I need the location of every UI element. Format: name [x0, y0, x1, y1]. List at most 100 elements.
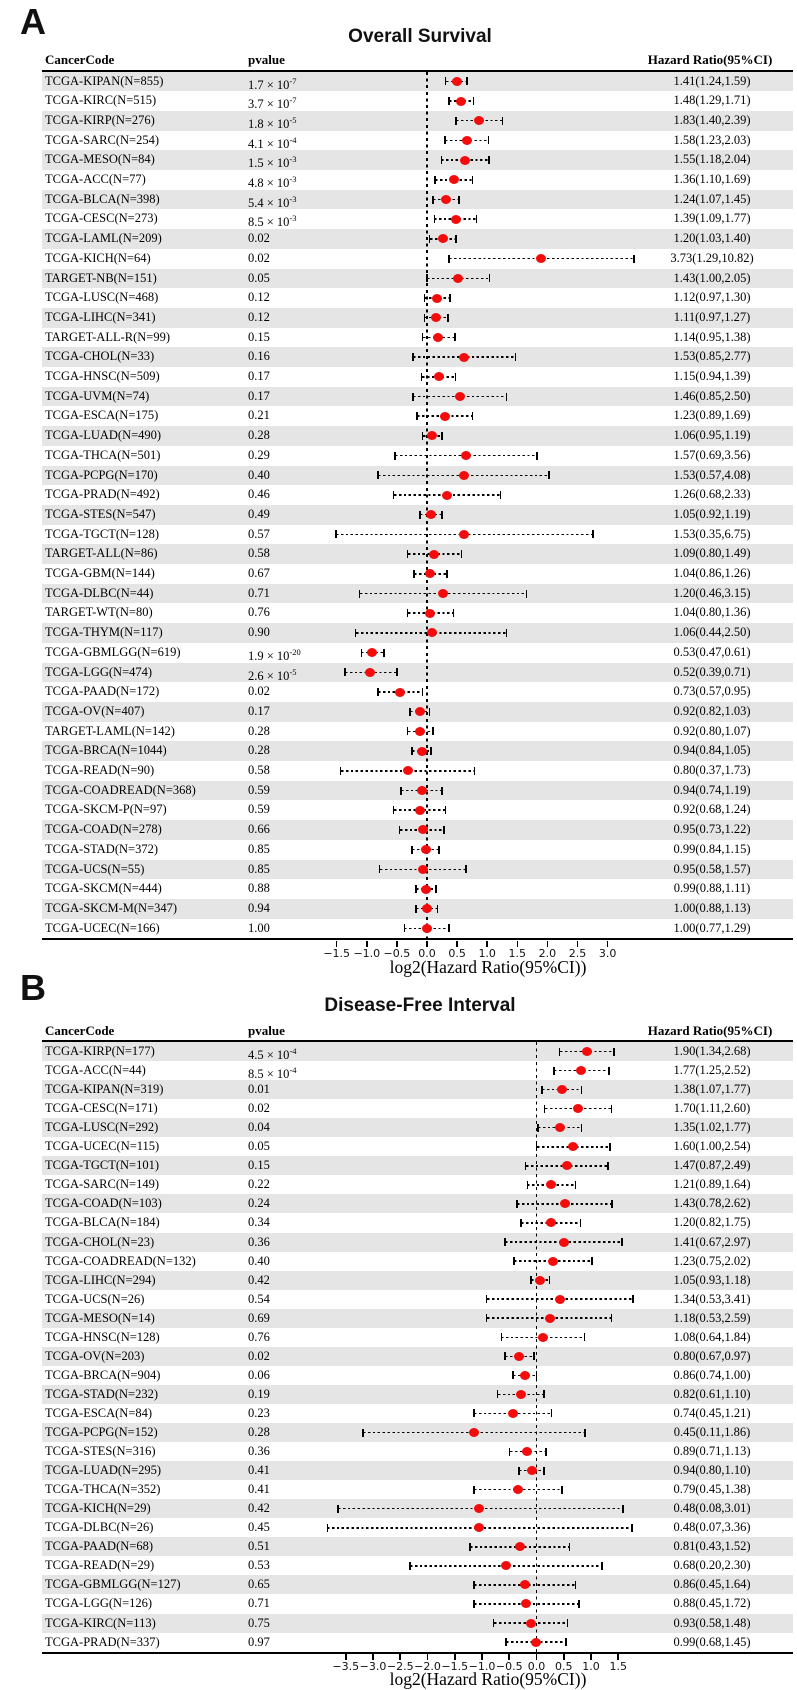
table-row: TCGA-READ(N=90) 0.58 0.80(0.37,1.73) [42, 761, 793, 781]
hazard-ratio-dot [427, 431, 438, 441]
hr-ci-text: 0.94(0.80,1.10) [673, 1463, 751, 1478]
cancer-code: TCGA-HNSC(N=509) [45, 369, 160, 383]
hr-ci-text: 1.23(0.75,2.02) [673, 1253, 751, 1268]
axis-tick [426, 940, 428, 947]
ci-upper-cap [608, 1066, 610, 1075]
axis-tick-label: 1.5 [508, 946, 527, 960]
axis-tick-label: −2.0 [414, 1659, 441, 1673]
ci-lower-cap [524, 1161, 527, 1170]
cancer-code: TCGA-SKCM-P(N=97) [45, 802, 167, 817]
ci-upper-cap [488, 156, 490, 165]
cancer-code: TCGA-LAML(N=209) [45, 231, 162, 246]
ci-lower-cap [406, 609, 409, 618]
table-row: TCGA-LUAD(N=490) 0.28 1.06(0.95,1.19) [42, 426, 793, 446]
ci-lower-cap [377, 471, 379, 480]
ci-upper-cap [568, 1542, 571, 1551]
axis-tick [366, 940, 368, 947]
cancer-code: TCGA-BRCA(N=904) [45, 1367, 161, 1382]
cancer-code: TCGA-COADREAD(N=368) [45, 782, 196, 797]
hazard-ratio-dot [460, 155, 471, 165]
pvalue: 0.90 [248, 625, 270, 640]
hazard-ratio-dot [365, 667, 376, 677]
table-row: TCGA-OV(N=407) 0.17 0.92(0.82,1.03) [42, 701, 793, 722]
ci-lower-cap [418, 510, 421, 519]
hazard-ratio-dot [425, 569, 436, 579]
table-row: TCGA-GBMLGG(N=619) 1.9 × 10-20 0.53(0.47,0… [42, 642, 793, 663]
hazard-ratio-dot [425, 608, 436, 618]
table-row: TCGA-CESC(N=273) 8.5 × 10-3 1.39(1.09,1.77… [42, 209, 793, 230]
cancer-code: TCGA-UCS(N=26) [45, 1291, 145, 1306]
ci-upper-cap [396, 668, 399, 677]
ci-lower-cap [472, 1599, 475, 1608]
ci-lower-cap [326, 1523, 329, 1532]
table-row: TCGA-LIHC(N=341) 0.12 1.11(0.97,1.27) [42, 307, 793, 328]
ci-upper-cap [421, 688, 424, 697]
hazard-ratio-dot [431, 293, 442, 303]
hr-ci-text: 1.12(0.97,1.30) [673, 290, 751, 305]
table-row: TCGA-PCPG(N=170) 0.40 1.53(0.57,4.08) [42, 465, 793, 486]
table-row: TCGA-STES(N=316) 0.36 0.89(0.71,1.13) [42, 1442, 793, 1462]
cancer-code: TCGA-LIHC(N=341) [45, 309, 156, 324]
axis-tick [508, 1654, 511, 1660]
ci-upper-cap [579, 1218, 582, 1227]
table-row: TCGA-TGCT(N=101) 0.15 1.47(0.87,2.49) [42, 1156, 793, 1176]
ci-lower-cap [415, 885, 417, 894]
hazard-ratio-dot [427, 628, 438, 638]
table-row: TCGA-KICH(N=64) 0.02 3.73(1.29,10.82) [42, 248, 793, 269]
cancer-code: TCGA-STAD(N=372) [45, 841, 158, 856]
cancer-code: TCGA-SKCM(N=444) [45, 881, 162, 896]
cancer-code: TCGA-COADREAD(N=132) [45, 1253, 196, 1268]
table-row: TCGA-OV(N=203) 0.02 0.80(0.67,0.97) [42, 1346, 793, 1366]
hr-ci-text: 0.94(0.84,1.05) [673, 743, 751, 758]
pvalue: 0.46 [248, 487, 270, 502]
hr-ci-text: 0.53(0.47,0.61) [673, 644, 751, 659]
hr-ci-text: 1.58(1.23,2.03) [673, 132, 751, 147]
ci-lower-cap [377, 688, 379, 697]
pvalue: 0.71 [248, 585, 270, 600]
hazard-ratio-dot [468, 1428, 479, 1438]
ci-lower-cap [433, 215, 436, 224]
hazard-ratio-dot [507, 1408, 518, 1418]
ci-lower-cap [448, 97, 450, 106]
ci-upper-cap [584, 1428, 587, 1437]
ci-upper-cap [475, 215, 478, 224]
cancer-code: TCGA-TGCT(N=101) [45, 1158, 159, 1173]
ci-upper-cap [466, 77, 469, 86]
ci-lower-cap [500, 1333, 503, 1342]
pvalue: 0.17 [248, 388, 270, 403]
hr-ci-text: 1.70(1.11,2.60) [673, 1101, 751, 1116]
axis-tick [372, 1654, 374, 1660]
ci-lower-cap [408, 707, 411, 716]
axis-tick-label: −3.5 [332, 1659, 360, 1673]
hazard-ratio-dot [451, 76, 462, 86]
ci-upper-cap [514, 353, 517, 362]
cancer-code: TCGA-CESC(N=273) [45, 211, 158, 226]
hr-ci-text: 0.86(0.74,1.00) [673, 1367, 751, 1382]
hr-ci-text: 1.14(0.95,1.38) [673, 329, 751, 344]
pvalue: 0.53 [248, 1558, 270, 1573]
axis-tick-label: 1.0 [478, 946, 496, 960]
cancer-code: TCGA-LGG(N=126) [45, 1596, 153, 1611]
cancer-code: TCGA-UVM(N=74) [45, 388, 150, 403]
table-row: TCGA-UCS(N=26) 0.54 1.34(0.53,3.41) [42, 1289, 793, 1309]
hazard-ratio-dot [422, 904, 432, 914]
hazard-ratio-dot [414, 805, 425, 815]
ci-upper-cap [543, 1390, 545, 1399]
hazard-ratio-dot [421, 845, 432, 855]
pvalue: 0.28 [248, 723, 270, 738]
ci-upper-cap [472, 97, 475, 106]
hr-ci-text: 1.09(0.80,1.49) [673, 546, 751, 561]
hr-ci-text: 0.92(0.82,1.03) [673, 703, 751, 718]
table-row: TCGA-LGG(N=474) 2.6 × 10-5 0.52(0.39,0.71) [42, 662, 793, 683]
hr-ci-text: 1.00(0.77,1.29) [673, 920, 751, 935]
panel-label-b: B [20, 967, 46, 1008]
hr-ci-text: 0.68(0.20,2.30) [673, 1558, 751, 1573]
ci-upper-cap [487, 136, 490, 145]
hazard-ratio-dot [526, 1466, 537, 1476]
zero-reference-line [426, 71, 428, 939]
ci-upper-cap [574, 1180, 577, 1189]
pvalue: 0.17 [248, 703, 270, 718]
hr-ci-text: 1.36(1.10,1.69) [673, 172, 751, 186]
cancer-code: TCGA-COAD(N=103) [45, 1196, 162, 1211]
hazard-ratio-dot [458, 352, 469, 362]
